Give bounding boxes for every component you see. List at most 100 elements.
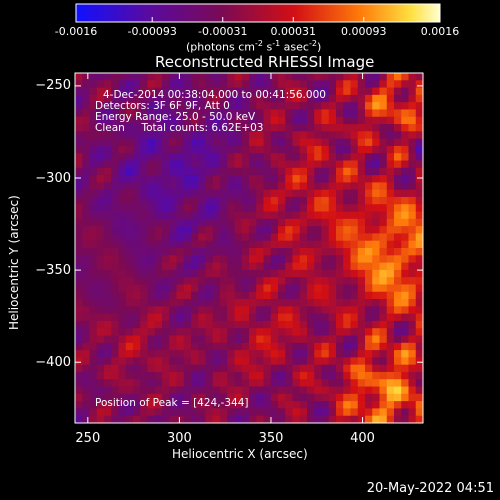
heatmap-cell [365,291,373,300]
heatmap-cell [162,415,170,423]
heatmap-cell [169,218,177,227]
heatmap-cell [408,145,417,154]
heatmap-cell [118,124,127,132]
heatmap-cell [379,306,388,315]
heatmap-cell [133,240,141,249]
heatmap-cell [292,102,301,110]
heatmap-cell [256,189,264,198]
heatmap-cell [220,371,228,380]
heatmap-cell [75,306,83,315]
heatmap-cell [408,167,417,176]
heatmap-cell [176,182,185,191]
heatmap-cell [227,401,235,409]
heatmap-cell [183,204,192,212]
heatmap-cell [169,189,177,198]
heatmap-cell [379,233,388,242]
heatmap-cell [343,138,351,147]
heatmap-cell [401,342,409,351]
heatmap-cell [278,248,286,256]
heatmap-cell [270,386,279,395]
heatmap-cell [379,145,388,154]
info-line-2: Detectors: 3F 6F 9F, Att 0 [95,100,230,112]
heatmap-cell [379,167,388,176]
heatmap-cell [75,211,83,220]
heatmap-cell [350,153,359,161]
heatmap-cell [140,218,148,227]
heatmap-cell [365,138,373,147]
heatmap-cell [321,233,330,242]
heatmap-cell [169,160,177,169]
heatmap-cell [307,415,315,423]
heatmap-cell [328,379,337,387]
heatmap-cell [372,211,380,220]
heatmap-cell [96,393,105,402]
heatmap-cell [82,189,90,198]
heatmap-cell [212,269,221,278]
heatmap-cell [314,218,322,227]
heatmap-cell [415,131,423,140]
heatmap-cell [198,116,206,125]
heatmap-cell [372,233,380,242]
heatmap-cell [205,386,214,395]
heatmap-cell [415,218,423,227]
heatmap-cell [401,153,409,161]
heatmap-cell [256,196,264,205]
heatmap-cell [401,116,409,125]
heatmap-cell [336,138,344,147]
heatmap-cell [191,116,199,125]
heatmap-cell [285,182,293,191]
heatmap-cell [379,182,388,191]
heatmap-cell [118,145,127,154]
heatmap-cell [96,408,105,417]
heatmap-cell [379,102,388,110]
heatmap-cell [256,364,264,373]
heatmap-cell [336,109,344,118]
heatmap-cell [89,160,98,169]
heatmap-cell [350,401,359,409]
heatmap-cell [401,182,409,191]
heatmap-cell [379,116,388,125]
heatmap-cell [162,218,170,227]
heatmap-cell [220,226,228,234]
heatmap-cell [205,167,214,176]
heatmap-cell [278,226,286,234]
heatmap-cell [234,182,243,191]
heatmap-cell [89,153,98,161]
heatmap-cell [140,284,148,293]
heatmap-cell [162,306,170,315]
heatmap-cell [183,306,192,315]
heatmap-cell [227,335,235,344]
heatmap-cell [220,131,228,140]
heatmap-cell [285,124,293,132]
heatmap-cell [408,182,417,191]
heatmap-cell [220,233,228,242]
heatmap-cell [154,211,163,220]
heatmap-cell [328,175,337,183]
heatmap-cell [234,277,243,285]
heatmap-cell [263,196,272,205]
heatmap-cell [104,269,112,278]
heatmap-cell [372,401,380,409]
heatmap-cell [104,379,112,387]
heatmap-cell [263,342,272,351]
heatmap-cell [89,124,98,132]
heatmap-cell [169,124,177,132]
heatmap-cell [321,255,330,263]
heatmap-cell [234,211,243,220]
heatmap-cell [191,386,199,395]
heatmap-cell [140,87,148,96]
heatmap-cell [183,342,192,351]
heatmap-cell [299,393,308,402]
heatmap-cell [263,364,272,373]
heatmap-cell [212,386,221,395]
heatmap-cell [198,240,206,249]
heatmap-cell [328,299,337,307]
heatmap-cell [212,145,221,154]
heatmap-cell [365,350,373,358]
heatmap-cell [82,138,90,147]
heatmap-cell [75,277,83,285]
heatmap-cell [350,255,359,263]
heatmap-cell [154,73,163,81]
heatmap-cell [140,401,148,409]
heatmap-cell [191,211,199,220]
